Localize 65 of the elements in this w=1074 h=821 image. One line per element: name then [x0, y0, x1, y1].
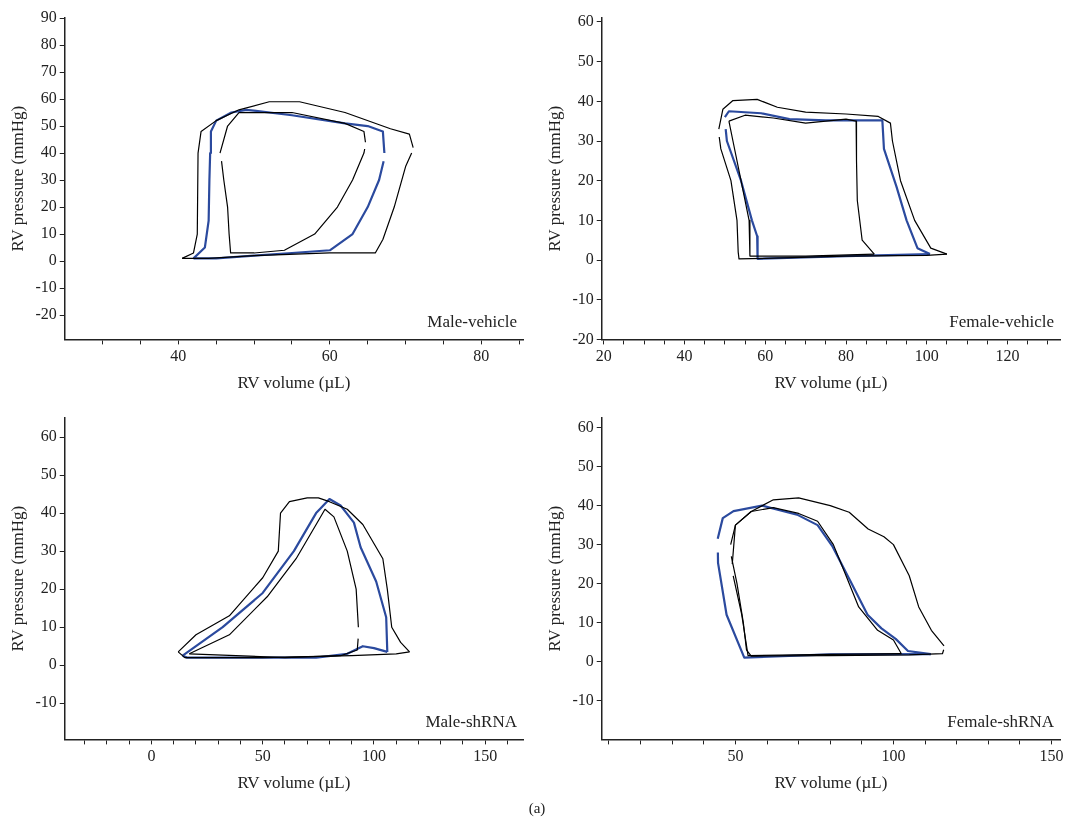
y-axis-title: RV pressure (mmHg) — [544, 105, 564, 252]
x-tick-label: 120 — [995, 347, 1020, 365]
y-tick-label: 60 — [577, 12, 594, 30]
y-tick-label: 30 — [577, 534, 594, 552]
y-tick-label: -20 — [572, 329, 594, 347]
y-tick-label: 70 — [40, 62, 57, 80]
y-tick-label: 10 — [40, 224, 57, 242]
y-tick-label: 30 — [40, 170, 57, 188]
x-tick-label: 0 — [147, 747, 156, 765]
y-tick-label: 60 — [577, 417, 594, 435]
y-tick-label: 40 — [577, 495, 594, 513]
annotation: Female-shRNA — [947, 712, 1055, 732]
x-tick-label: 50 — [727, 747, 744, 765]
x-tick-label: 80 — [838, 347, 855, 365]
y-tick-label: 10 — [577, 210, 594, 228]
y-tick-label: 40 — [40, 143, 57, 161]
y-tick-label: 30 — [577, 131, 594, 149]
x-tick-label: 50 — [254, 747, 271, 765]
y-tick-label: 20 — [577, 573, 594, 591]
y-tick-label: -20 — [35, 305, 57, 323]
y-tick-label: -10 — [35, 693, 57, 711]
x-tick-label: 40 — [676, 347, 693, 365]
y-tick-label: -10 — [572, 690, 594, 708]
y-tick-label: 0 — [48, 655, 57, 673]
y-tick-label: 0 — [48, 251, 57, 269]
y-tick-label: 40 — [577, 91, 594, 109]
y-tick-label: 40 — [40, 503, 57, 521]
x-tick-label: 80 — [473, 347, 490, 365]
y-tick-label: 0 — [585, 651, 594, 669]
y-tick-label: 50 — [577, 51, 594, 69]
x-tick-label: 150 — [473, 747, 498, 765]
y-tick-label: 0 — [585, 250, 594, 268]
x-tick-label: 100 — [881, 747, 906, 765]
y-tick-label: -10 — [35, 278, 57, 296]
annotation: Male-vehicle — [427, 312, 517, 332]
y-axis-title: RV pressure (mmHg) — [7, 105, 27, 252]
annotation: Male-shRNA — [425, 712, 518, 732]
x-tick-label: 60 — [321, 347, 338, 365]
x-tick-label: 100 — [914, 347, 939, 365]
y-axis-title: RV pressure (mmHg) — [544, 505, 564, 652]
x-tick-label: 100 — [361, 747, 386, 765]
y-tick-label: 30 — [40, 541, 57, 559]
text: (a) — [528, 800, 546, 816]
y-tick-label: 20 — [40, 197, 57, 215]
x-axis-title: RV volume (µL) — [237, 773, 351, 793]
annotation: Female-vehicle — [949, 312, 1054, 332]
y-tick-label: 50 — [40, 116, 57, 134]
y-tick-label: 50 — [40, 465, 57, 483]
x-tick-label: 150 — [1039, 747, 1064, 765]
y-tick-label: 60 — [40, 427, 57, 445]
x-tick-label: 60 — [757, 347, 774, 365]
y-tick-label: 50 — [577, 456, 594, 474]
x-tick-label: 40 — [170, 347, 187, 365]
x-axis-title: RV volume (µL) — [774, 373, 888, 393]
x-axis-title: RV volume (µL) — [774, 773, 888, 793]
y-tick-label: 60 — [40, 89, 57, 107]
x-axis-title: RV volume (µL) — [237, 373, 351, 393]
y-tick-label: -10 — [572, 289, 594, 307]
y-tick-label: 20 — [40, 579, 57, 597]
y-tick-label: 20 — [577, 170, 594, 188]
y-tick-label: 90 — [40, 8, 57, 26]
y-axis-title: RV pressure (mmHg) — [7, 505, 27, 652]
y-tick-label: 10 — [40, 617, 57, 635]
y-tick-label: 10 — [577, 612, 594, 630]
y-tick-label: 80 — [40, 35, 57, 53]
